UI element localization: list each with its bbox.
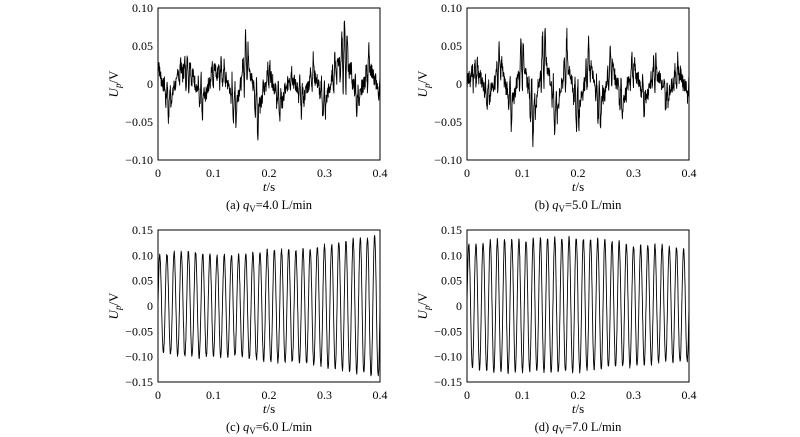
y-tick-label: 0.10 xyxy=(132,1,153,15)
y-ticks: 0.15 0.10 0.05 0 −0.05 −0.10 −0.15 xyxy=(125,223,153,389)
y-axis-label: Up/V xyxy=(415,292,432,320)
x-tick-label: 0.2 xyxy=(262,166,277,180)
y-tick-label: 0.10 xyxy=(132,248,153,262)
x-tick-label: 0.4 xyxy=(373,166,388,180)
x-tick-label: 0.4 xyxy=(682,166,697,180)
y-tick-label: −0.05 xyxy=(434,115,462,129)
y-tick-label: 0 xyxy=(147,77,153,91)
y-tick-label: 0.15 xyxy=(132,223,153,237)
panel-caption: (d) qV=7.0 L/min xyxy=(535,420,623,436)
y-tick-label: 0 xyxy=(456,77,462,91)
y-tick-label: 0.15 xyxy=(441,223,462,237)
y-tick-label: 0 xyxy=(456,299,462,313)
x-tick-label: 0.1 xyxy=(515,388,530,402)
y-tick-label: 0.05 xyxy=(132,274,153,288)
y-tick-label: −0.10 xyxy=(434,153,462,167)
x-tick-label: 0.3 xyxy=(317,166,332,180)
x-tick-label: 0 xyxy=(464,388,470,402)
y-ticks: 0.15 0.10 0.05 0 −0.05 −0.10 −0.15 xyxy=(434,223,462,389)
x-tick-label: 0 xyxy=(155,388,161,402)
signal-line xyxy=(157,234,381,377)
x-tick-label: 0.4 xyxy=(373,388,388,402)
y-tick-label: 0.10 xyxy=(441,1,462,15)
x-axis-label: t/s xyxy=(572,179,584,194)
y-ticks: 0.10 0.05 0 −0.05 −0.10 xyxy=(125,1,153,167)
x-tick-label: 0.1 xyxy=(515,166,530,180)
panel-caption: (b) qV=5.0 L/min xyxy=(535,198,623,214)
x-tick-label: 0 xyxy=(155,166,161,180)
y-axis-label: Up/V xyxy=(106,292,123,320)
x-tick-label: 0.4 xyxy=(682,388,697,402)
y-tick-label: −0.10 xyxy=(434,350,462,364)
x-tick-label: 0.2 xyxy=(571,388,586,402)
x-tick-label: 0.1 xyxy=(206,388,221,402)
signal-line xyxy=(466,235,690,375)
x-ticks: 0 0.1 0.2 0.3 0.4 xyxy=(464,166,697,180)
y-tick-label: −0.10 xyxy=(125,350,153,364)
y-tick-label: 0.05 xyxy=(132,39,153,53)
y-tick-label: 0.10 xyxy=(441,248,462,262)
y-axis-label: Up/V xyxy=(106,70,123,98)
y-tick-label: −0.05 xyxy=(434,324,462,338)
signal-line xyxy=(157,20,381,141)
x-ticks: 0 0.1 0.2 0.3 0.4 xyxy=(155,388,388,402)
x-ticks: 0 0.1 0.2 0.3 0.4 xyxy=(155,166,388,180)
panel-b: 0 0.1 0.2 0.3 0.4 0.10 0.05 0 −0.05 −0.1… xyxy=(415,1,697,214)
x-tick-label: 0.2 xyxy=(571,166,586,180)
y-tick-label: −0.15 xyxy=(125,375,153,389)
x-tick-label: 0.3 xyxy=(626,166,641,180)
y-tick-label: −0.10 xyxy=(125,153,153,167)
y-tick-label: −0.15 xyxy=(434,375,462,389)
y-tick-label: 0.05 xyxy=(441,39,462,53)
y-tick-label: 0.05 xyxy=(441,274,462,288)
panel-caption: (a) qV=4.0 L/min xyxy=(226,198,313,214)
x-tick-label: 0.3 xyxy=(626,388,641,402)
x-axis-label: t/s xyxy=(263,179,275,194)
x-tick-label: 0.1 xyxy=(206,166,221,180)
x-axis-label: t/s xyxy=(263,401,275,416)
panel-d: 0 0.1 0.2 0.3 0.4 0.15 0.10 0.05 0 −0.05… xyxy=(415,223,697,436)
y-tick-label: −0.05 xyxy=(125,324,153,338)
plot-frame xyxy=(466,229,690,383)
signal-line xyxy=(466,27,690,148)
x-tick-label: 0.3 xyxy=(317,388,332,402)
y-axis-label: Up/V xyxy=(415,70,432,98)
x-ticks: 0 0.1 0.2 0.3 0.4 xyxy=(464,388,697,402)
panel-a: 0 0.1 0.2 0.3 0.4 0.10 0.05 0 −0.05 −0.1… xyxy=(106,1,388,214)
panel-caption: (c) qV=6.0 L/min xyxy=(226,420,313,436)
y-tick-label: 0 xyxy=(147,299,153,313)
panel-c: 0 0.1 0.2 0.3 0.4 0.15 0.10 0.05 0 −0.05… xyxy=(106,223,388,436)
x-axis-label: t/s xyxy=(572,401,584,416)
y-ticks: 0.10 0.05 0 −0.05 −0.10 xyxy=(434,1,462,167)
y-tick-label: −0.05 xyxy=(125,115,153,129)
x-tick-label: 0 xyxy=(464,166,470,180)
x-tick-label: 0.2 xyxy=(262,388,277,402)
